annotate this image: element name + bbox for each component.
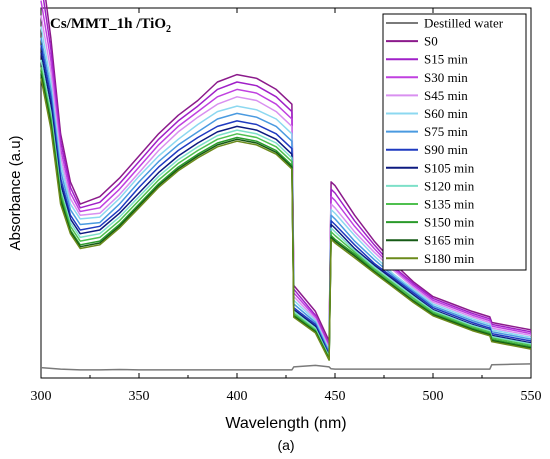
x-axis: 300 350 400 450 500 550 <box>31 8 542 404</box>
legend-label-10: S135 min <box>424 197 475 212</box>
legend-items: Destilled water S0 S15 min S30 min S45 min S6… <box>386 16 504 266</box>
x-tick-label: 350 <box>129 389 150 404</box>
x-axis-label: Wavelength (nm) <box>225 415 346 432</box>
legend-label-12: S165 min <box>424 233 475 248</box>
series-line-0 <box>40 363 532 371</box>
legend-label-6: S75 min <box>424 124 468 139</box>
legend-box <box>382 13 527 271</box>
chart-title: Cs/MMT_1h /TiO2 <box>50 16 171 35</box>
legend-label-8: S105 min <box>424 160 475 175</box>
x-tick-label: 300 <box>31 389 52 404</box>
legend-label-4: S45 min <box>424 88 468 103</box>
legend: Destilled water S0 S15 min S30 min S45 min S6… <box>382 13 527 271</box>
legend-label-1: S0 <box>424 34 438 49</box>
legend-label-13: S180 min <box>424 251 475 266</box>
x-tick-label: 500 <box>423 389 444 404</box>
legend-label-3: S30 min <box>424 70 468 85</box>
series-layer <box>40 0 532 371</box>
x-tick-label: 450 <box>325 389 346 404</box>
legend-label-5: S60 min <box>424 106 468 121</box>
x-tick-label: 400 <box>227 389 248 404</box>
series-line-13 <box>40 78 532 361</box>
figure-caption: (a) <box>277 437 294 453</box>
legend-label-7: S90 min <box>424 142 468 157</box>
x-tick-label: 550 <box>521 389 542 404</box>
legend-label-9: S120 min <box>424 178 475 193</box>
legend-label-0: Destilled water <box>424 16 504 31</box>
legend-label-11: S150 min <box>424 215 475 230</box>
chart-title-subscript: 2 <box>166 24 171 35</box>
legend-label-2: S15 min <box>424 52 468 67</box>
y-axis-label: Absorbance (a.u) <box>7 135 24 250</box>
